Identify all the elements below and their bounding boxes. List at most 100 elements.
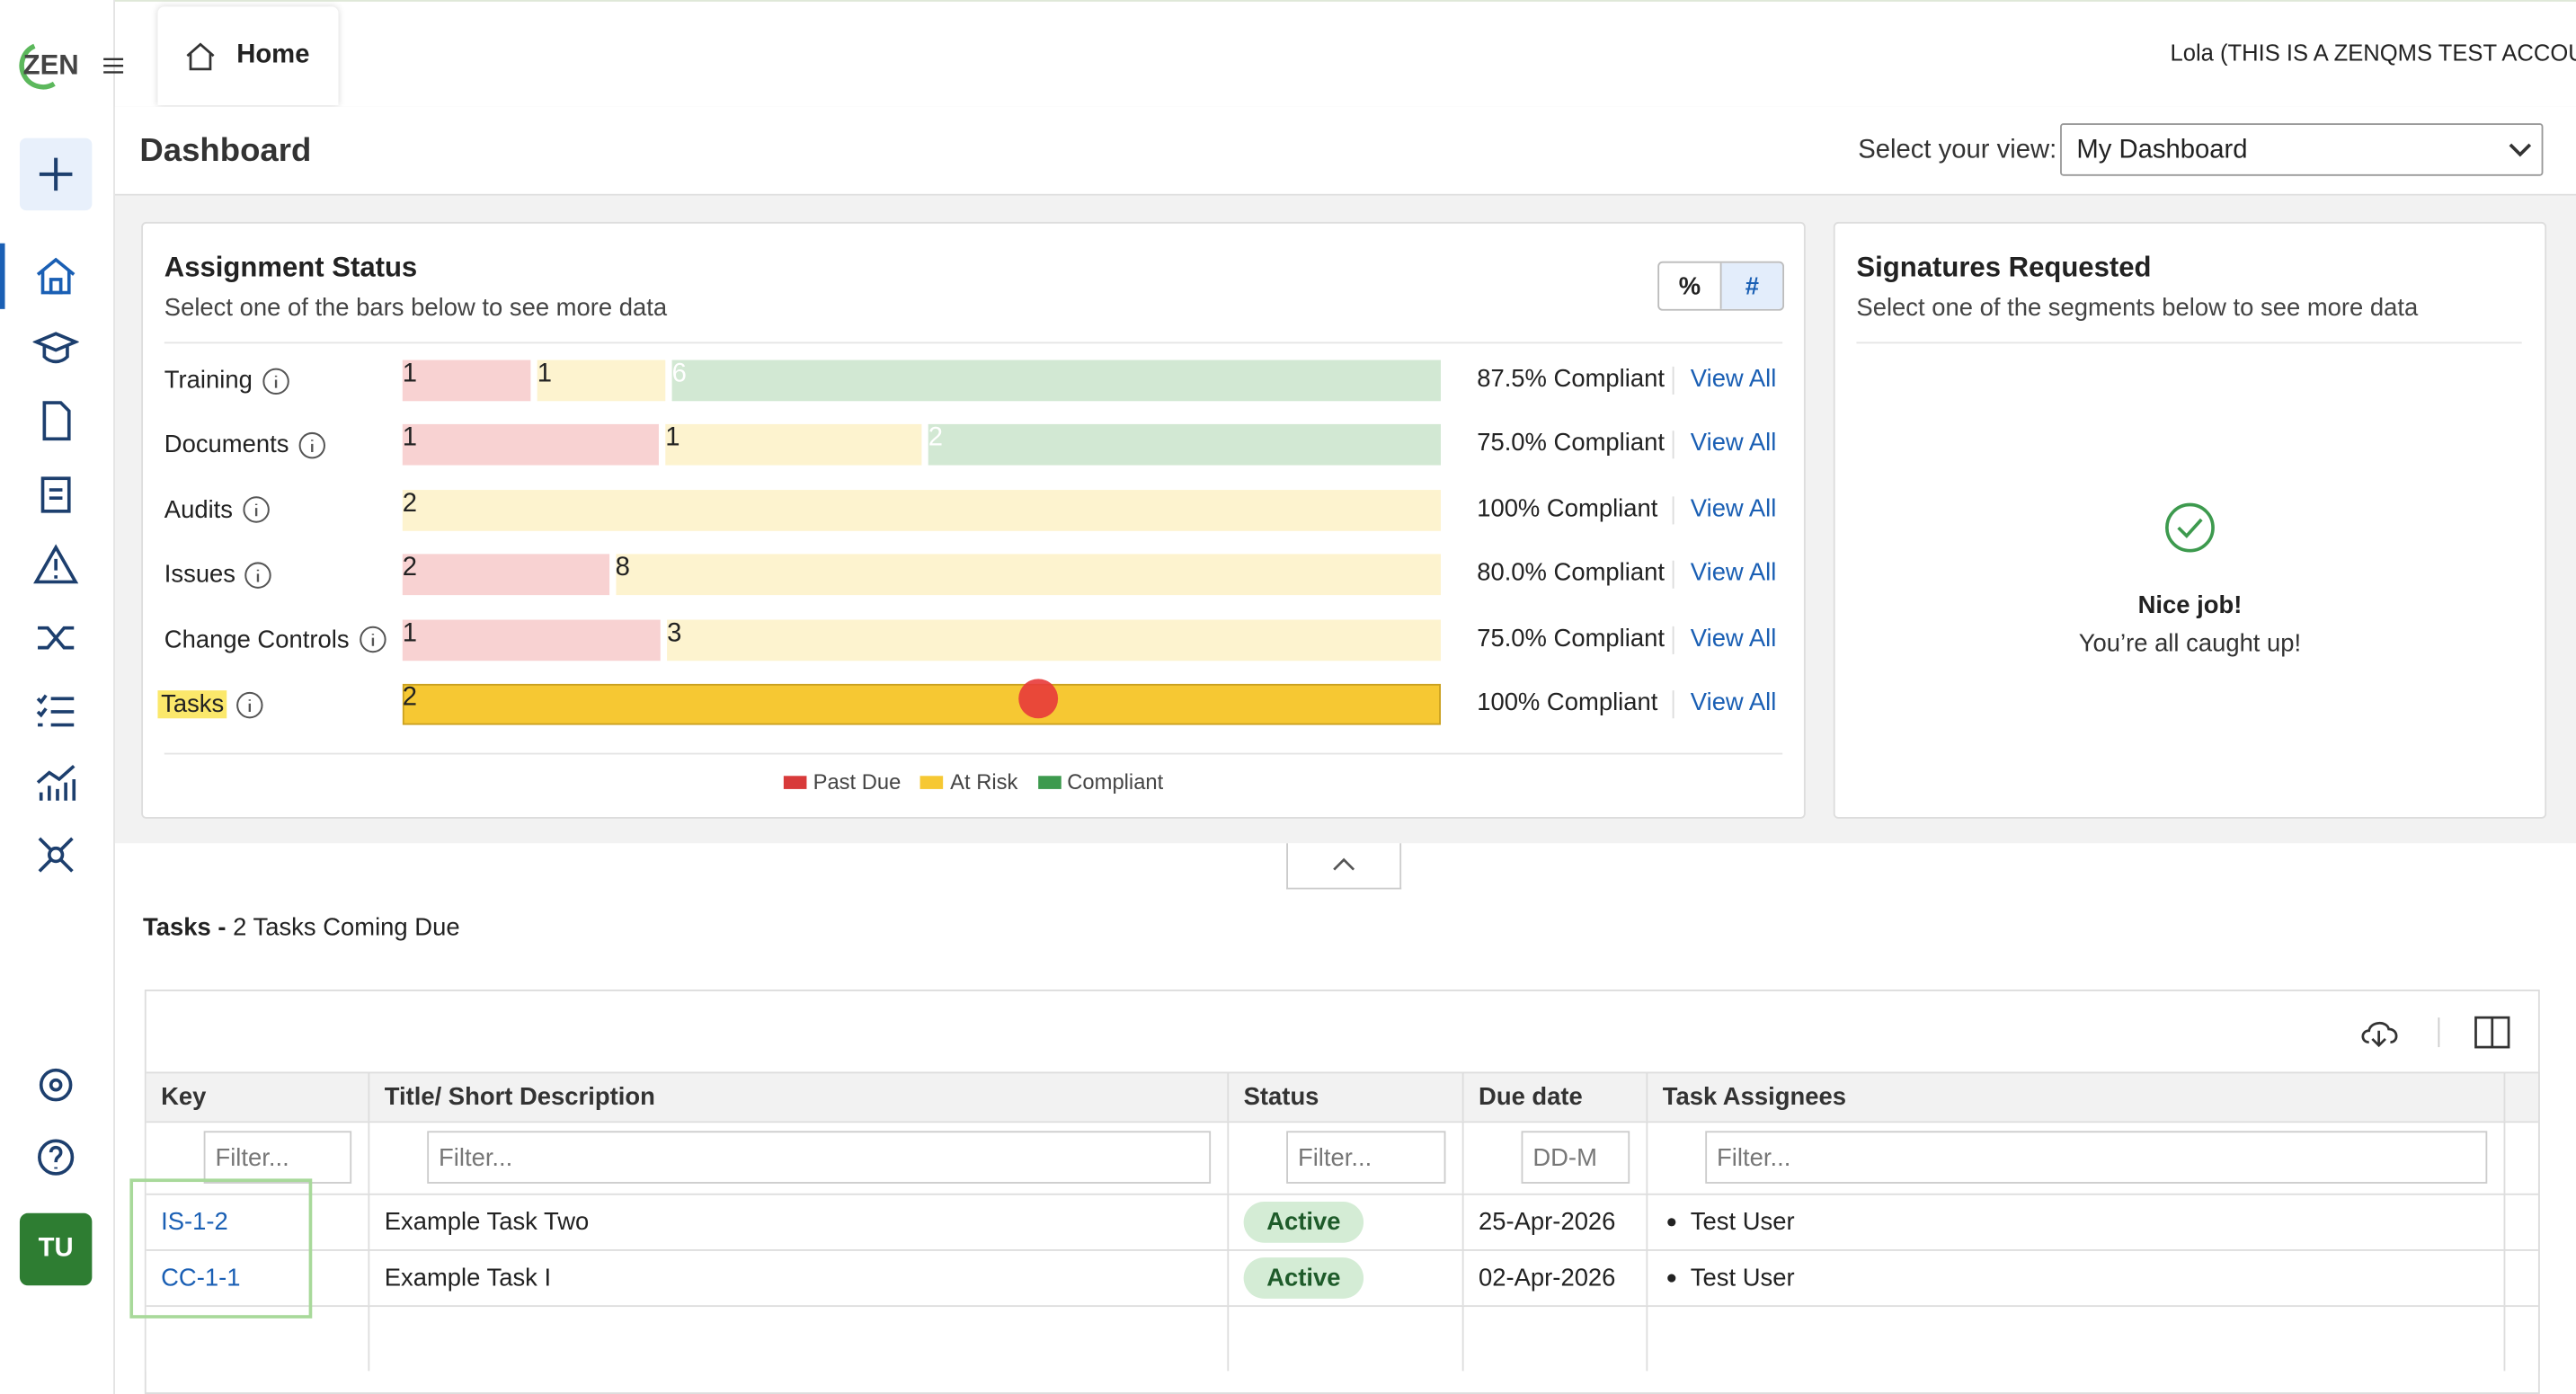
home-tab[interactable]: Home	[157, 6, 339, 106]
separator	[1672, 495, 1674, 525]
info-icon[interactable]	[235, 689, 265, 719]
info-icon[interactable]	[241, 495, 271, 525]
row-label[interactable]: Issues	[164, 555, 273, 596]
tasks-subtitle: 2 Tasks Coming Due	[233, 913, 460, 943]
bar-segment[interactable]: 8	[615, 554, 1441, 596]
nav-training[interactable]	[32, 325, 79, 371]
logo: ZEN	[22, 49, 79, 81]
nav-reports[interactable]	[33, 759, 79, 805]
table-cell: Due date	[1464, 1071, 1648, 1122]
compliance: 87.5% Compliant	[1477, 365, 1665, 394]
toggle: % #	[1657, 261, 1784, 311]
view-label: Select your view:	[1858, 136, 2057, 164]
bar-segment[interactable]: 2	[928, 424, 1441, 466]
menu-icon[interactable]	[102, 56, 125, 75]
legend-swatch	[920, 775, 944, 789]
row-label[interactable]: Training	[164, 360, 290, 402]
row-label[interactable]: Change Controls	[164, 619, 387, 661]
user-name: Lola (THIS IS A ZENQMS TEST ACCOUNT)	[2170, 39, 2576, 67]
filter-input[interactable]: Filter...	[427, 1131, 1212, 1184]
table-cell: Test User	[1648, 1193, 2506, 1250]
bar-segment[interactable]: 1	[665, 424, 922, 466]
cell-text: 25-Apr-2026	[1479, 1207, 1616, 1236]
filter-input[interactable]: DD-M	[1521, 1131, 1630, 1184]
nav-change-controls[interactable]	[33, 615, 79, 661]
label-text: Training	[164, 366, 253, 395]
bar-segment[interactable]: 2	[402, 683, 1441, 725]
assignment-card: Assignment Status Select one of the bars…	[141, 221, 1806, 819]
row-label[interactable]: Audits	[164, 490, 271, 531]
label-text: Documents	[164, 431, 289, 460]
row-label[interactable]: Documents	[164, 425, 327, 466]
nav-help[interactable]	[33, 1134, 79, 1180]
bar-segment[interactable]: 1	[537, 360, 666, 402]
table-cell: Status	[1229, 1071, 1464, 1122]
dashboard-header	[114, 106, 2576, 196]
card-title: Signatures Requested	[1856, 251, 2152, 283]
view-all-link[interactable]: View All	[1690, 559, 1777, 588]
bar-segment[interactable]: 2	[402, 554, 609, 596]
separator	[1672, 690, 1674, 719]
task-key-link[interactable]: CC-1-1	[161, 1263, 241, 1292]
tab-label: Home	[236, 40, 310, 69]
highlight-box	[129, 1178, 313, 1319]
bar-segment[interactable]: 1	[402, 618, 661, 661]
table-cell: Example Task Two	[369, 1193, 1230, 1250]
check-icon	[2165, 502, 2215, 553]
table-row	[146, 1305, 2538, 1372]
legend-label: At Risk	[950, 768, 1018, 795]
top-bar	[0, 0, 2576, 109]
download-icon[interactable]	[2358, 1014, 2403, 1050]
view-all-link[interactable]: View All	[1690, 624, 1777, 653]
view-all-link[interactable]: View All	[1690, 365, 1777, 394]
logo-ring	[19, 43, 56, 90]
bar: 2	[402, 683, 1441, 725]
info-icon[interactable]	[261, 366, 290, 395]
home-icon	[186, 42, 215, 71]
view-all-link[interactable]: View All	[1690, 494, 1777, 523]
row-label[interactable]: Tasks	[157, 684, 265, 725]
avatar[interactable]: TU	[19, 1212, 93, 1286]
info-icon[interactable]	[358, 625, 387, 654]
bar-segment[interactable]: 6	[671, 360, 1441, 402]
cell-text: Example Task I	[384, 1263, 552, 1292]
bar-segment[interactable]: 3	[667, 618, 1441, 661]
task-key-link[interactable]: IS-1-2	[161, 1207, 228, 1236]
nav-audits[interactable]	[33, 470, 79, 516]
nav-network[interactable]	[33, 831, 79, 877]
filter-input[interactable]: Filter...	[1286, 1131, 1446, 1184]
view-select[interactable]: My Dashboard	[2060, 123, 2544, 176]
table-cell	[2505, 1071, 2540, 1122]
nav-issues[interactable]	[33, 543, 79, 589]
bar-segment[interactable]: 2	[402, 489, 1441, 531]
collapse-button[interactable]	[1286, 843, 1402, 890]
legend-label: Past Due	[813, 768, 902, 795]
sidebar: ZEN TU	[0, 0, 124, 1394]
columns-icon[interactable]	[2473, 1014, 2512, 1050]
assignee: Test User	[1690, 1207, 1795, 1236]
table-row	[146, 1071, 2538, 1122]
nav-documents[interactable]	[33, 398, 79, 444]
nav-tasks[interactable]	[33, 688, 79, 733]
bar-segment[interactable]: 1	[402, 360, 531, 402]
card-subtitle: Select one of the segments below to see …	[1856, 294, 2419, 323]
nav-settings[interactable]	[33, 1062, 79, 1108]
toggle-percent[interactable]: %	[1659, 262, 1722, 309]
nav-home[interactable]	[33, 253, 79, 299]
compliance: 100% Compliant	[1477, 688, 1658, 717]
view-all-link[interactable]: View All	[1690, 430, 1777, 458]
info-icon[interactable]	[298, 431, 327, 460]
divider	[164, 342, 1783, 344]
bar-segment[interactable]: 1	[402, 424, 659, 466]
toggle-count[interactable]: #	[1721, 262, 1783, 309]
add-button[interactable]	[19, 138, 93, 211]
filter-input[interactable]: Filter...	[203, 1131, 352, 1184]
view-all-link[interactable]: View All	[1690, 688, 1777, 717]
info-icon[interactable]	[244, 560, 273, 590]
separator	[1672, 561, 1674, 590]
table-cell: Active	[1229, 1193, 1464, 1250]
filter-input[interactable]: Filter...	[1705, 1131, 2488, 1184]
